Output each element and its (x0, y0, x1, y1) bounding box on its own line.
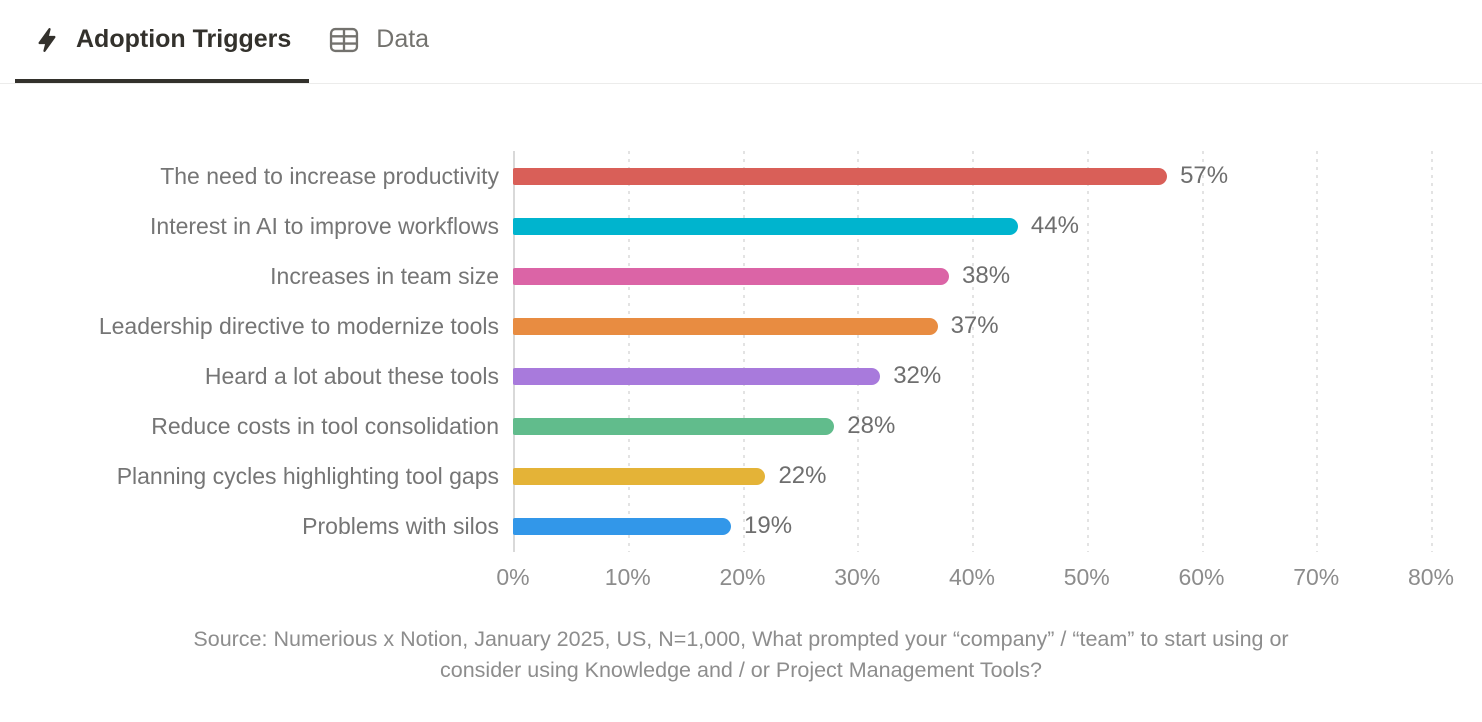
bar (513, 467, 766, 485)
category-label: Planning cycles highlighting tool gaps (116, 462, 499, 489)
bar (513, 317, 938, 335)
bar (513, 417, 835, 435)
bar (513, 267, 950, 285)
x-tick-label: 80% (1407, 564, 1455, 590)
table-row: Increases in team size 38% (0, 251, 1482, 301)
tab-data[interactable]: Data (309, 0, 447, 83)
x-tick-label: 70% (1293, 564, 1340, 590)
tab-label: Adoption Triggers (76, 25, 292, 53)
lightning-bolt-icon (33, 25, 61, 55)
category-label: Heard a lot about these tools (204, 362, 499, 389)
value-label: 28% (847, 412, 896, 439)
source-line-2: consider using Knowledge and / or Projec… (440, 658, 1042, 682)
bar-area: 37% (513, 301, 1431, 351)
value-label: 19% (744, 512, 793, 539)
value-label: 32% (893, 362, 942, 389)
bar-area: 57% (513, 151, 1431, 201)
chart-rows: The need to increase productivity 57% In… (0, 151, 1482, 551)
bar-area: 38% (513, 251, 1431, 301)
table-row: Leadership directive to modernize tools … (0, 301, 1482, 351)
value-label: 38% (962, 262, 1011, 289)
table-row: Planning cycles highlighting tool gaps 2… (0, 451, 1482, 501)
x-axis-ticks: 0% 10% 20% 30% 40% 50% 60% 70% 80% (496, 564, 1454, 594)
table-row: The need to increase productivity 57% (0, 151, 1482, 201)
value-label: 22% (778, 462, 827, 489)
table-row: Interest in AI to improve workflows 44% (0, 201, 1482, 251)
category-label: Reduce costs in tool consolidation (151, 412, 499, 439)
bar (513, 217, 1018, 235)
table-row: Reduce costs in tool consolidation 28% (0, 401, 1482, 451)
value-label: 44% (1030, 212, 1079, 239)
x-tick-label: 20% (719, 564, 766, 590)
source-line-1: Source: Numerious x Notion, January 2025… (193, 627, 1289, 651)
category-label: The need to increase productivity (160, 162, 499, 189)
table-row: Heard a lot about these tools 32% (0, 351, 1482, 401)
x-tick-label: 30% (834, 564, 881, 590)
bar (513, 517, 732, 535)
bar-area: 28% (513, 401, 1431, 451)
category-label: Problems with silos (302, 512, 499, 539)
bar-area: 32% (513, 351, 1431, 401)
bar-chart: The need to increase productivity 57% In… (0, 151, 1482, 594)
x-tick-label: 0% (496, 564, 530, 590)
x-tick-label: 10% (604, 564, 651, 590)
table-icon (327, 25, 361, 55)
bar-area: 22% (513, 451, 1431, 501)
value-label: 37% (950, 312, 999, 339)
x-tick-label: 60% (1178, 564, 1225, 590)
bar (513, 367, 881, 385)
source-note: Source: Numerious x Notion, January 2025… (0, 624, 1482, 686)
tab-bar: Adoption Triggers Data (0, 0, 1482, 84)
tab-adoption-triggers[interactable]: Adoption Triggers (15, 0, 310, 83)
bar-area: 44% (513, 201, 1431, 251)
x-tick-label: 50% (1063, 564, 1110, 590)
category-label: Leadership directive to modernize tools (98, 312, 499, 339)
bar-area: 19% (513, 501, 1431, 551)
tab-label: Data (376, 25, 430, 53)
table-row: Problems with silos 19% (0, 501, 1482, 551)
x-tick-label: 40% (948, 564, 996, 590)
value-label: 57% (1180, 162, 1229, 189)
category-label: Increases in team size (270, 262, 499, 289)
category-label: Interest in AI to improve workflows (150, 212, 499, 239)
bar (513, 167, 1168, 185)
